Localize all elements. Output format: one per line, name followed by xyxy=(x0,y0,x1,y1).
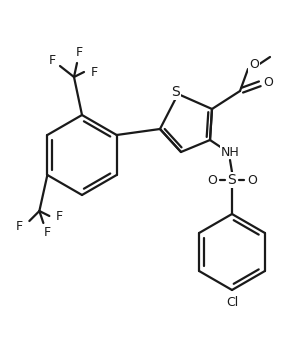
Text: F: F xyxy=(16,220,23,233)
Text: O: O xyxy=(249,59,259,72)
Text: O: O xyxy=(207,173,217,186)
Text: F: F xyxy=(90,66,98,79)
Text: O: O xyxy=(247,173,257,186)
Text: F: F xyxy=(75,46,82,59)
Text: F: F xyxy=(56,210,63,223)
Text: Cl: Cl xyxy=(226,295,238,308)
Text: NH: NH xyxy=(220,146,239,159)
Text: S: S xyxy=(228,173,236,187)
Text: F: F xyxy=(48,55,56,67)
Text: F: F xyxy=(44,227,51,240)
Text: O: O xyxy=(263,76,273,89)
Text: S: S xyxy=(172,85,180,99)
